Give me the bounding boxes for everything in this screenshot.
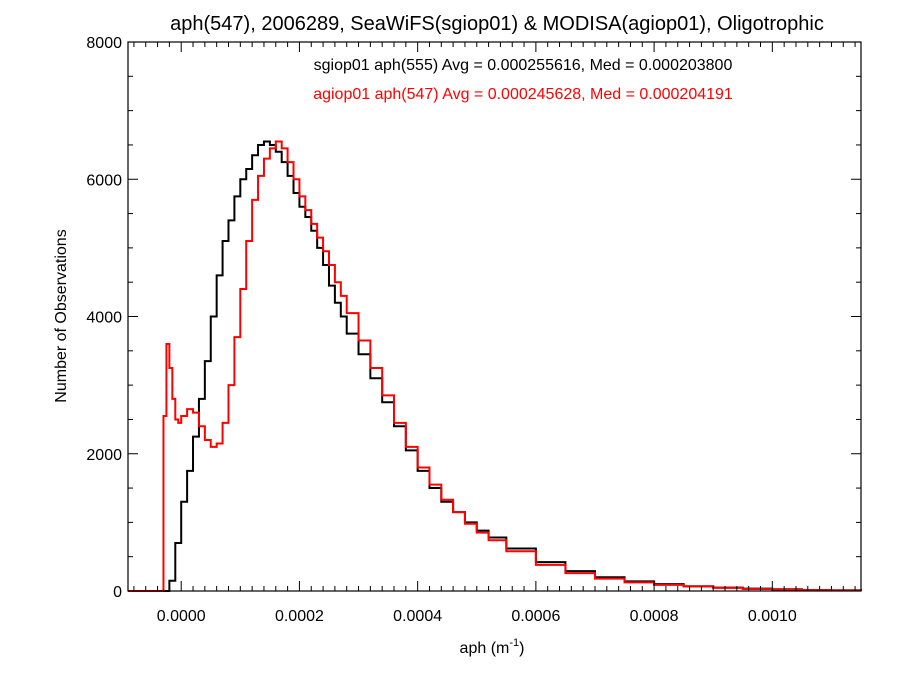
annotation-sgiop01: sgiop01 aph(555) Avg = 0.000255616, Med … [314,57,733,74]
y-tick-label: 8000 [86,35,122,52]
y-tick-label: 0 [113,584,122,601]
ticks-layer: 0.0000 0.0002 0.0004 0.0006 0.0008 0.0010 0 200… [86,35,861,625]
series-line-sgiop01 [128,140,862,592]
series-line-agiop01 [128,140,862,592]
x-axis-title-sup: -1 [509,637,519,649]
y-tick-label: 6000 [86,172,122,189]
x-axis-title: aph (m-1) [460,637,525,657]
x-tick-label: 0.0000 [157,608,206,625]
y-tick-label: 2000 [86,447,122,464]
y-tick-label: 4000 [86,310,122,327]
annotation-agiop01: agiop01 aph(547) Avg = 0.000245628, Med … [313,86,733,103]
x-axis-title-close: ) [519,640,524,657]
x-tick-label: 0.0008 [630,608,679,625]
x-tick-label: 0.0010 [748,608,797,625]
series-layer [128,140,862,592]
chart-title: aph(547), 2006289, SeaWiFS(sgiop01) & MO… [170,13,824,35]
plot-frame [127,41,862,592]
x-tick-label: 0.0004 [393,608,442,625]
y-axis-title: Number of Observations [53,229,70,402]
x-axis-title-main: aph (m [460,640,510,657]
x-tick-label: 0.0002 [275,608,324,625]
x-tick-label: 0.0006 [511,608,560,625]
